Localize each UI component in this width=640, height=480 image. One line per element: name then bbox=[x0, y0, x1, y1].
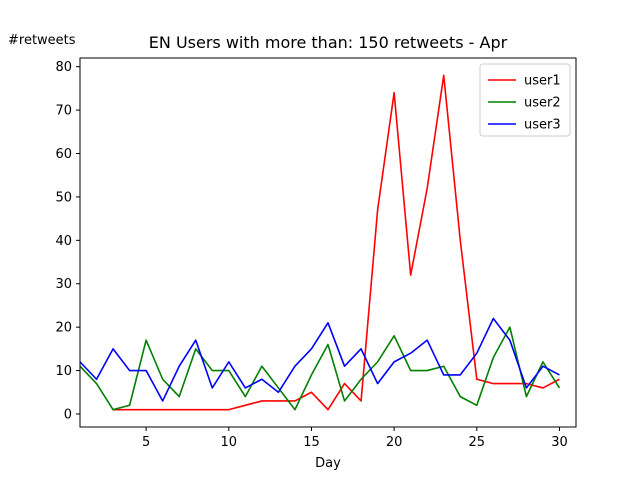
x-tick-label: 20 bbox=[386, 435, 403, 450]
x-tick-label: 15 bbox=[303, 435, 320, 450]
y-tick-label: 0 bbox=[64, 407, 72, 422]
y-tick-label: 40 bbox=[55, 234, 72, 249]
plot-frame bbox=[79, 57, 577, 428]
series-layer bbox=[80, 74, 561, 411]
chart-title: EN Users with more than: 150 retweets - … bbox=[149, 33, 508, 52]
series-line-user2 bbox=[80, 326, 561, 411]
legend-box bbox=[479, 63, 571, 137]
y-tick-label: 50 bbox=[55, 190, 72, 205]
x-tick-label: 30 bbox=[551, 435, 568, 450]
x-axis-label: Day bbox=[315, 456, 341, 471]
legend-label-user3: user3 bbox=[524, 118, 561, 133]
y-tick-label: 30 bbox=[55, 277, 72, 292]
legend-label-user2: user2 bbox=[524, 96, 561, 111]
y-tick-label: 10 bbox=[55, 364, 72, 379]
y-tick-label: 60 bbox=[55, 147, 72, 162]
legend-label-user1: user1 bbox=[524, 74, 561, 89]
x-tick-label: 10 bbox=[221, 435, 238, 450]
x-tick-label: 25 bbox=[469, 435, 486, 450]
y-axis-label: #retweets bbox=[8, 33, 76, 48]
y-tick-label: 70 bbox=[55, 104, 72, 119]
x-tick-label: 5 bbox=[142, 435, 150, 450]
y-tick-label: 80 bbox=[55, 60, 72, 75]
axes-layer: 5 10 15 20 25 30 0 10 20 30 40 50 60 70 80 bbox=[55, 57, 577, 450]
series-line-user3 bbox=[80, 317, 560, 402]
legend: user1 user2 user3 bbox=[479, 63, 571, 137]
y-tick-label: 20 bbox=[55, 321, 72, 336]
